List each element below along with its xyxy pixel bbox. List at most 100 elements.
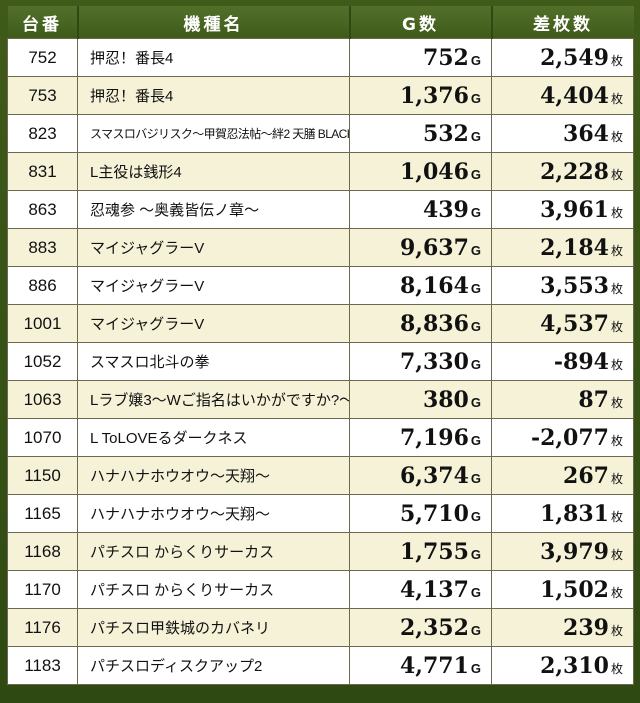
coin-difference-value: 364 <box>563 120 609 147</box>
coin-difference-value: 2,184 <box>540 234 609 261</box>
game-count-cell: 7,330 G <box>349 342 492 381</box>
machine-name-cell: パチスロディスクアップ2 <box>77 646 350 685</box>
coin-difference-value: 2,549 <box>540 44 609 71</box>
game-count-value: 439 <box>422 196 469 223</box>
game-count-cell: 8,164 G <box>349 266 492 305</box>
coin-difference-value: 87 <box>578 386 609 413</box>
header-machine-name: 機種名 <box>77 6 351 39</box>
game-unit-label: G <box>470 242 481 258</box>
table-row: 886 マイジャグラーV 8,164 G 3,553 枚 <box>7 266 634 305</box>
machine-name-cell: スマスロ北斗の拳 <box>77 342 350 381</box>
coin-difference-cell: 2,310 枚 <box>491 646 634 685</box>
coin-difference-cell: 87 枚 <box>491 380 634 419</box>
game-unit-label: G <box>470 52 481 68</box>
game-count-cell: 1,046 G <box>349 152 492 191</box>
coin-difference-value: 2,310 <box>540 652 609 679</box>
coin-difference-cell: -894 枚 <box>491 342 634 381</box>
machine-number-cell: 823 <box>7 114 78 153</box>
game-count-cell: 5,710 G <box>349 494 492 533</box>
coin-difference-value: 2,228 <box>540 158 609 185</box>
coin-difference-cell: 4,537 枚 <box>491 304 634 343</box>
game-count-cell: 2,352 G <box>349 608 492 647</box>
game-count-cell: 532 G <box>349 114 492 153</box>
machine-number-cell: 1183 <box>7 646 78 685</box>
game-count-value: 1,046 <box>399 158 469 185</box>
coin-difference-value: 4,537 <box>540 310 609 337</box>
coin-unit-label: 枚 <box>610 395 623 410</box>
machine-name-cell: L主役は銭形4 <box>77 152 350 191</box>
machine-number-cell: 752 <box>7 38 78 77</box>
game-count-cell: 4,771 G <box>349 646 492 685</box>
coin-difference-cell: -2,077 枚 <box>491 418 634 457</box>
game-count-cell: 9,637 G <box>349 228 492 267</box>
game-unit-label: G <box>470 280 481 296</box>
game-count-value: 9,637 <box>399 234 469 261</box>
table-row: 831 L主役は銭形4 1,046 G 2,228 枚 <box>7 152 634 191</box>
game-count-cell: 6,374 G <box>349 456 492 495</box>
game-count-value: 5,710 <box>399 500 469 527</box>
game-unit-label: G <box>470 90 481 106</box>
machine-name-cell: マイジャグラーV <box>77 304 350 343</box>
machine-number-cell: 863 <box>7 190 78 229</box>
coin-unit-label: 枚 <box>610 53 623 68</box>
coin-difference-value: -894 <box>553 348 609 375</box>
game-unit-label: G <box>470 432 481 448</box>
table-row: 823 スマスロバジリスク～甲賀忍法帖～絆2 天膳 BLACK EDITION … <box>7 114 634 153</box>
game-count-value: 8,836 <box>399 310 469 337</box>
table-body: 752 押忍！番長4 752 G 2,549 枚 753 押忍！番長4 1,376 G… <box>7 38 634 685</box>
table-row: 1168 パチスロ からくりサーカス 1,755 G 3,979 枚 <box>7 532 634 571</box>
coin-difference-value: 4,404 <box>540 82 609 109</box>
machine-number-cell: 1063 <box>7 380 78 419</box>
table-row: 1063 Lラブ嬢3～Wご指名はいかがですか?～ 380 G 87 枚 <box>7 380 634 419</box>
coin-unit-label: 枚 <box>610 243 623 258</box>
header-game-count: G数 <box>349 6 493 39</box>
game-count-cell: 380 G <box>349 380 492 419</box>
coin-difference-value: 3,553 <box>540 272 609 299</box>
game-count-value: 7,330 <box>399 348 469 375</box>
coin-difference-cell: 3,553 枚 <box>491 266 634 305</box>
game-count-value: 8,164 <box>399 272 469 299</box>
machine-name-cell: マイジャグラーV <box>77 228 350 267</box>
game-count-cell: 4,137 G <box>349 570 492 609</box>
coin-unit-label: 枚 <box>610 167 623 182</box>
coin-difference-cell: 4,404 枚 <box>491 76 634 115</box>
game-count-value: 1,376 <box>399 82 469 109</box>
table-row: 752 押忍！番長4 752 G 2,549 枚 <box>7 38 634 77</box>
coin-unit-label: 枚 <box>610 623 623 638</box>
game-unit-label: G <box>470 508 481 524</box>
table-row: 1176 パチスロ甲鉄城のカバネリ 2,352 G 239 枚 <box>7 608 634 647</box>
game-count-value: 6,374 <box>399 462 469 489</box>
machine-name-cell: マイジャグラーV <box>77 266 350 305</box>
coin-difference-cell: 1,502 枚 <box>491 570 634 609</box>
table-row: 1150 ハナハナホウオウ～天翔～ 6,374 G 267 枚 <box>7 456 634 495</box>
table-row: 1001 マイジャグラーV 8,836 G 4,537 枚 <box>7 304 634 343</box>
coin-unit-label: 枚 <box>610 433 623 448</box>
game-unit-label: G <box>470 204 481 220</box>
game-count-value: 4,137 <box>399 576 469 603</box>
table-row: 1183 パチスロディスクアップ2 4,771 G 2,310 枚 <box>7 646 634 685</box>
machine-number-cell: 1176 <box>7 608 78 647</box>
coin-difference-cell: 364 枚 <box>491 114 634 153</box>
coin-unit-label: 枚 <box>610 129 623 144</box>
header-coin-difference: 差枚数 <box>491 6 634 39</box>
coin-difference-value: 1,831 <box>540 500 609 527</box>
table-row: 753 押忍！番長4 1,376 G 4,404 枚 <box>7 76 634 115</box>
coin-difference-value: 239 <box>563 614 609 641</box>
machine-number-cell: 1168 <box>7 532 78 571</box>
game-count-value: 1,755 <box>399 538 469 565</box>
machine-name-cell: L ToLOVEるダークネス <box>77 418 350 457</box>
coin-difference-cell: 2,228 枚 <box>491 152 634 191</box>
table-row: 1170 パチスロ からくりサーカス 4,137 G 1,502 枚 <box>7 570 634 609</box>
game-unit-label: G <box>470 394 481 410</box>
coin-unit-label: 枚 <box>610 661 623 676</box>
coin-unit-label: 枚 <box>610 319 623 334</box>
machine-name-cell: 押忍！番長4 <box>77 38 350 77</box>
machine-number-cell: 1170 <box>7 570 78 609</box>
machine-name-cell: ハナハナホウオウ～天翔～ <box>77 456 350 495</box>
game-count-value: 752 <box>422 44 469 71</box>
coin-difference-value: 267 <box>563 462 609 489</box>
machine-name-cell: 押忍！番長4 <box>77 76 350 115</box>
game-count-cell: 439 G <box>349 190 492 229</box>
game-count-value: 2,352 <box>399 614 469 641</box>
